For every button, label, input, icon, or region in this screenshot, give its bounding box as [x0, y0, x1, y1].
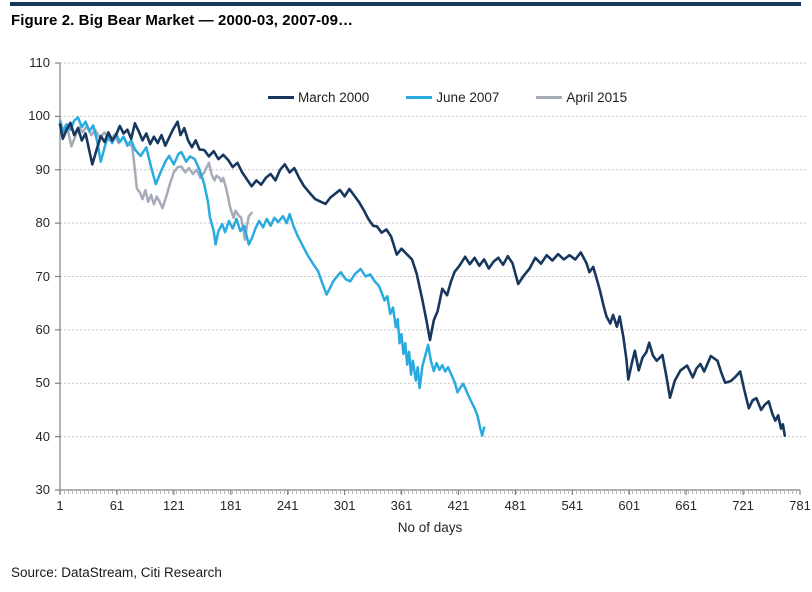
- figure-title: Figure 2. Big Bear Market — 2000-03, 200…: [11, 12, 354, 29]
- x-tick-label-721: 721: [732, 498, 754, 513]
- series-line-march-2000: [58, 120, 787, 437]
- series-line-april-2015: [58, 117, 253, 241]
- y-tick-label-110: 110: [29, 55, 50, 70]
- legend-item-june-2007: June 2007: [406, 90, 499, 105]
- y-tick-label-30: 30: [35, 482, 50, 497]
- y-tick-label-90: 90: [35, 161, 50, 177]
- x-tick-label-421: 421: [447, 498, 470, 513]
- x-tick-label-61: 61: [109, 498, 125, 513]
- x-tick-label-601: 601: [618, 498, 641, 513]
- x-tick-label-241: 241: [276, 498, 299, 513]
- x-tick-label-181: 181: [219, 498, 242, 513]
- legend-item-april-2015: April 2015: [536, 90, 627, 105]
- source-note: Source: DataStream, Citi Research: [11, 565, 222, 580]
- x-tick-label-361: 361: [390, 498, 413, 513]
- legend-label: April 2015: [566, 90, 628, 105]
- x-tick-label-781: 781: [789, 498, 811, 513]
- y-tick-label-50: 50: [35, 375, 50, 391]
- legend-label: March 2000: [298, 90, 370, 105]
- legend-label: June 2007: [436, 90, 500, 105]
- x-tick-label-481: 481: [504, 498, 527, 513]
- april-2015-line-swatch: [536, 96, 563, 99]
- legend-item-march-2000: March 2000: [268, 90, 369, 105]
- chart-legend: March 2000 June 2007 April 2015: [268, 90, 627, 105]
- x-tick-label-541: 541: [561, 498, 584, 513]
- x-tick-label-121: 121: [162, 498, 185, 513]
- june-2007-line-swatch: [406, 96, 433, 99]
- y-tick-label-40: 40: [35, 428, 50, 444]
- y-tick-label-60: 60: [35, 321, 50, 337]
- y-tick-label-100: 100: [28, 108, 50, 124]
- top-rule: [10, 2, 801, 6]
- y-tick-label-80: 80: [35, 215, 50, 231]
- x-axis-title: No of days: [397, 520, 463, 535]
- x-tick-label-661: 661: [675, 498, 697, 513]
- y-tick-label-70: 70: [35, 268, 50, 284]
- x-tick-label-301: 301: [333, 498, 356, 513]
- x-tick-label-1: 1: [56, 498, 64, 513]
- series-line-june-2007: [58, 116, 486, 437]
- march-2000-line-swatch: [268, 96, 294, 99]
